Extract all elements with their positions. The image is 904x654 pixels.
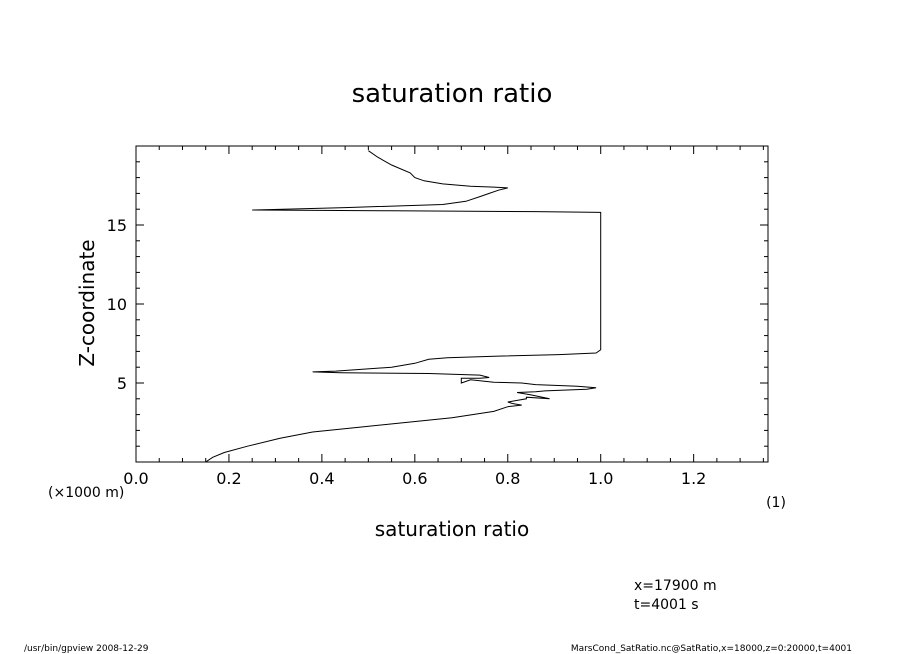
- plot-frame: [135, 145, 769, 463]
- footer-left: /usr/bin/gpview 2008-12-29: [24, 644, 149, 654]
- x-tick-label: 1.0: [588, 469, 613, 488]
- x-tick-label: 0.2: [216, 469, 241, 488]
- series-line: [205, 150, 602, 463]
- plot-area: 0.0 0.2 0.4 0.6 0.8 1.0 1.2 5 10 15: [107, 145, 769, 488]
- chart-title: saturation ratio: [352, 79, 553, 109]
- position-readout: x=17900 m: [634, 578, 717, 594]
- y-tick-label: 15: [107, 216, 127, 235]
- time-readout: t=4001 s: [634, 597, 699, 613]
- y-axis-label: Z-coordinate: [75, 239, 99, 366]
- x-tick-label: 0.4: [309, 469, 334, 488]
- x-axis-label: saturation ratio: [375, 517, 529, 541]
- y-tick-label: 10: [107, 295, 127, 314]
- footer-right: MarsCond_SatRatio.nc@SatRatio,x=18000,z=…: [571, 644, 852, 654]
- x-tick-label: 0.8: [495, 469, 520, 488]
- x-axis-unit: (1): [766, 495, 786, 511]
- x-tick-label: 0.0: [123, 469, 148, 488]
- y-axis-unit: (×1000 m): [48, 485, 124, 501]
- x-tick-label: 1.2: [681, 469, 706, 488]
- x-tick-label: 0.6: [402, 469, 427, 488]
- y-tick-label: 5: [117, 374, 127, 393]
